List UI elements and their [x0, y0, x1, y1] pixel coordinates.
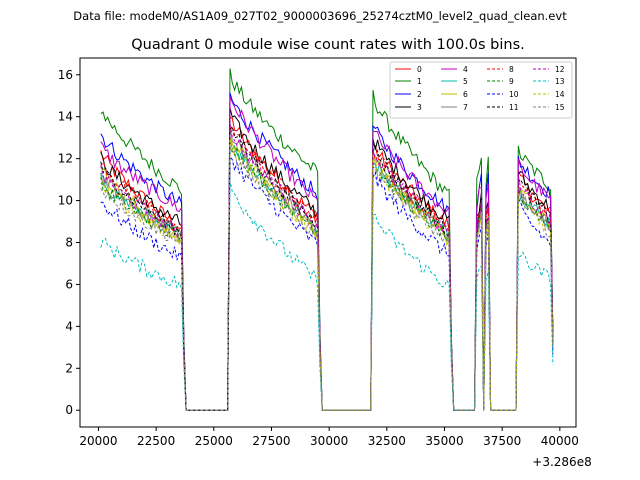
legend-label-13: 13	[555, 77, 565, 86]
x-offset-label: +3.286e8	[532, 455, 591, 469]
y-tick-label: 4	[65, 319, 73, 333]
series-line-11	[100, 125, 554, 411]
y-tick-label: 6	[65, 277, 73, 291]
legend-label-6: 6	[463, 90, 468, 99]
legend-label-3: 3	[417, 103, 422, 112]
series-line-10	[100, 154, 554, 411]
x-tick-label: 30000	[310, 434, 348, 448]
y-tick-label: 8	[65, 236, 73, 250]
y-tick-label: 16	[58, 68, 73, 82]
x-axis: 20000 22500 25000 27500 30000 32500 35000 37500…	[79, 427, 579, 448]
x-tick-label: 25000	[195, 434, 233, 448]
x-tick-label: 27500	[252, 434, 290, 448]
x-tick-label: 20000	[79, 434, 117, 448]
legend-label-12: 12	[555, 65, 565, 74]
legend-label-11: 11	[509, 103, 519, 112]
x-tick-label: 35000	[425, 434, 463, 448]
legend-label-8: 8	[509, 65, 514, 74]
y-tick-label: 2	[65, 361, 73, 375]
legend-label-14: 14	[555, 90, 565, 99]
legend-label-15: 15	[555, 103, 565, 112]
y-axis: 0 2 4 6 8 10 12 14 16	[58, 68, 80, 417]
legend-label-4: 4	[463, 65, 468, 74]
legend-label-9: 9	[509, 77, 514, 86]
series-line-15	[100, 146, 554, 411]
legend-box	[389, 61, 573, 119]
plot-lines	[100, 68, 554, 411]
legend-label-5: 5	[463, 77, 468, 86]
x-tick-label: 32500	[368, 434, 406, 448]
legend-label-1: 1	[417, 77, 422, 86]
legend-label-7: 7	[463, 103, 468, 112]
legend-label-0: 0	[417, 65, 422, 74]
x-tick-label: 40000	[541, 434, 579, 448]
legend-label-10: 10	[509, 90, 519, 99]
y-tick-label: 10	[58, 194, 73, 208]
x-tick-label: 22500	[137, 434, 175, 448]
y-tick-label: 12	[58, 152, 73, 166]
y-tick-label: 14	[58, 110, 73, 124]
y-tick-label: 0	[65, 403, 73, 417]
chart-title: Quadrant 0 module wise count rates with …	[131, 37, 525, 53]
suptitle: Data file: modeM0/AS1A09_027T02_90000036…	[73, 9, 567, 23]
x-tick-label: 37500	[483, 434, 521, 448]
legend-label-2: 2	[417, 90, 422, 99]
